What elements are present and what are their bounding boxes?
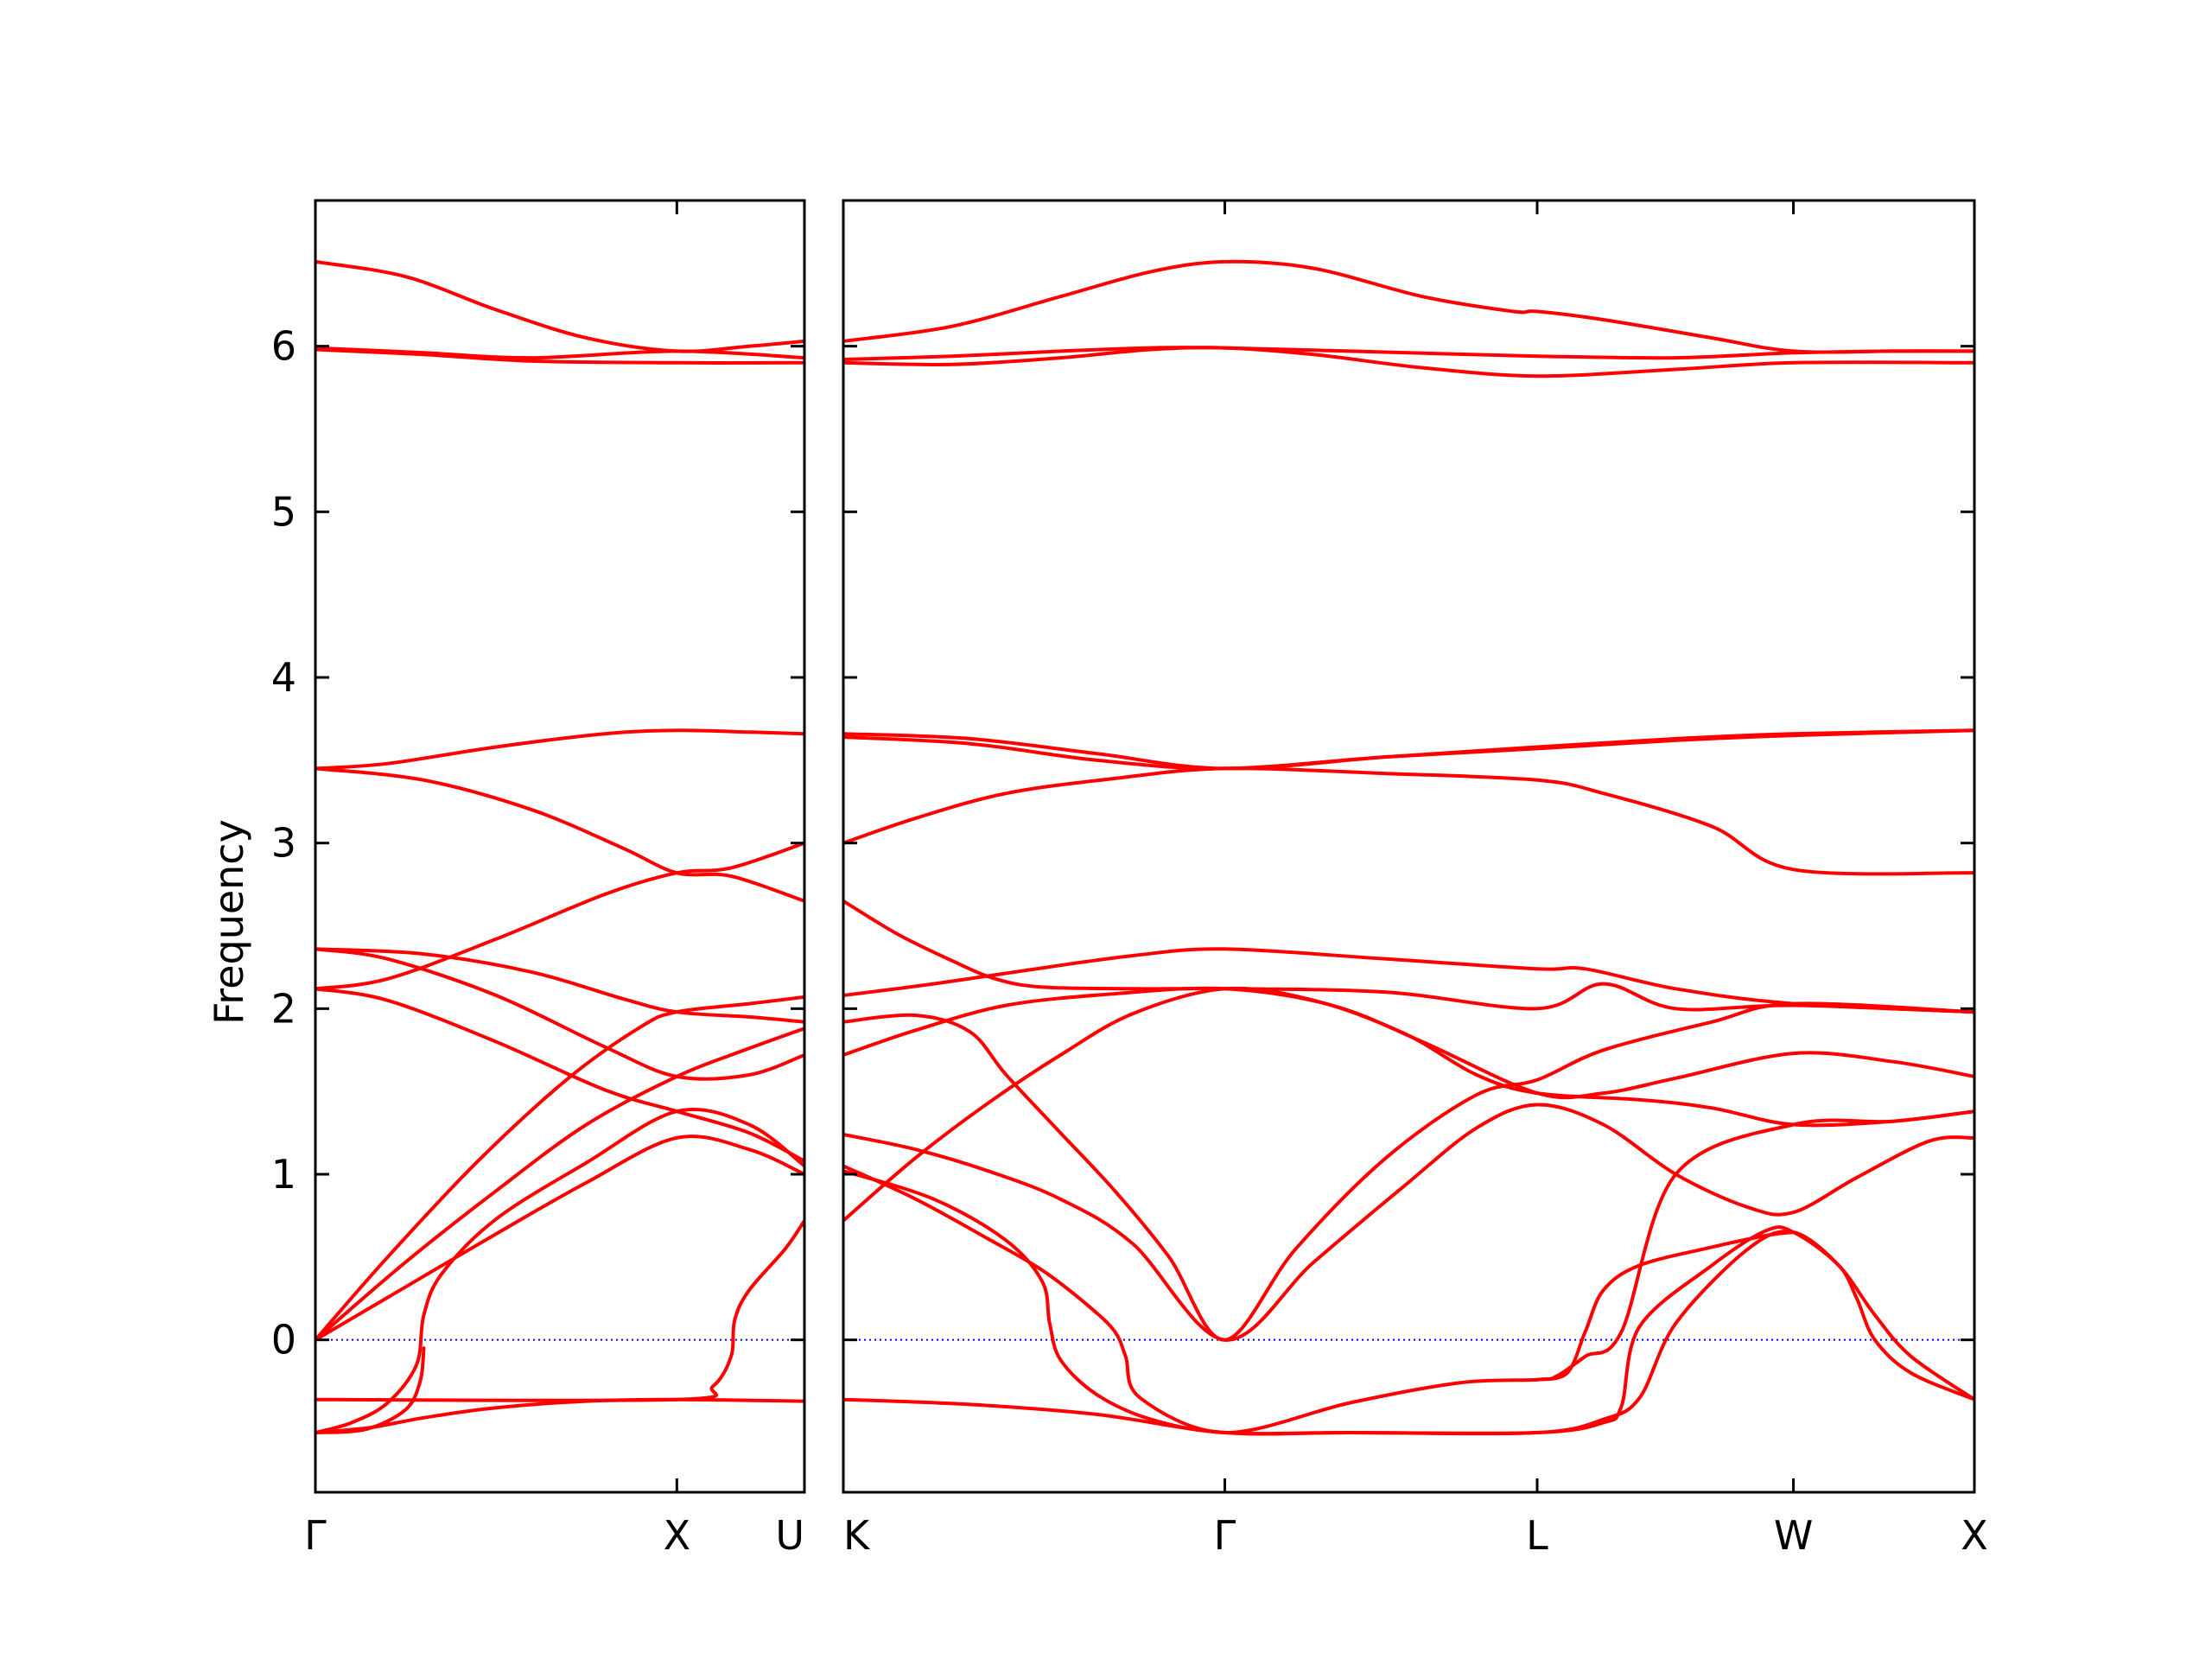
band-line bbox=[843, 346, 1974, 378]
y-tick-label: 2 bbox=[271, 985, 296, 1032]
band-line bbox=[315, 1107, 804, 1434]
band-line bbox=[843, 1103, 1974, 1342]
band-line bbox=[843, 728, 1974, 771]
band-line bbox=[315, 1397, 804, 1434]
band-line bbox=[1535, 1230, 1796, 1382]
band-line bbox=[843, 346, 1974, 361]
y-tick-label: 1 bbox=[271, 1151, 296, 1198]
band-lines bbox=[315, 259, 804, 1434]
x-tick-label: Γ bbox=[1214, 1512, 1236, 1559]
band-line bbox=[843, 766, 1974, 876]
y-axis-label: Frequency bbox=[206, 819, 252, 1025]
band-line bbox=[843, 1225, 1974, 1436]
x-tick-label: W bbox=[1774, 1512, 1813, 1559]
x-tick-label: U bbox=[775, 1512, 804, 1559]
band-line bbox=[843, 899, 1974, 1014]
plot-panel-1: Γ X U 0 1 2 3 4 5 6 bbox=[271, 199, 806, 1559]
band-line bbox=[843, 1001, 1974, 1342]
band-line bbox=[315, 1218, 804, 1402]
band-line bbox=[315, 995, 804, 1342]
y-tick-label: 5 bbox=[271, 488, 296, 535]
band-line bbox=[843, 259, 1974, 354]
x-tick-label: X bbox=[1961, 1512, 1988, 1559]
band-line bbox=[315, 1027, 804, 1342]
band-line bbox=[315, 728, 804, 771]
y-tick-label: 4 bbox=[271, 654, 296, 701]
x-tick-label: L bbox=[1526, 1512, 1548, 1559]
y-tick-label: 3 bbox=[271, 820, 296, 867]
band-line bbox=[315, 987, 804, 1163]
y-tick-label: 6 bbox=[271, 323, 296, 370]
plot-frame bbox=[842, 199, 1976, 1494]
band-line bbox=[843, 947, 1974, 1014]
band-line bbox=[315, 766, 804, 903]
band-line bbox=[315, 947, 804, 1081]
band-line bbox=[315, 1135, 804, 1342]
plot-frame bbox=[314, 199, 806, 1494]
band-line bbox=[315, 259, 804, 353]
band-line bbox=[843, 1109, 1974, 1435]
band-lines bbox=[843, 259, 1974, 1436]
band-line bbox=[315, 1346, 426, 1434]
band-line bbox=[315, 947, 804, 1024]
x-tick-label: K bbox=[843, 1512, 871, 1559]
band-line bbox=[315, 841, 804, 991]
band-line bbox=[843, 986, 1974, 1223]
x-tick-label: Γ bbox=[304, 1512, 327, 1559]
plot-panels: Γ X U 0 1 2 3 4 5 6 K Γ L W X bbox=[271, 199, 1988, 1559]
band-line bbox=[843, 1169, 1974, 1436]
x-tick-label: X bbox=[664, 1512, 691, 1559]
band-line bbox=[315, 347, 804, 365]
y-tick-label: 0 bbox=[271, 1317, 296, 1363]
